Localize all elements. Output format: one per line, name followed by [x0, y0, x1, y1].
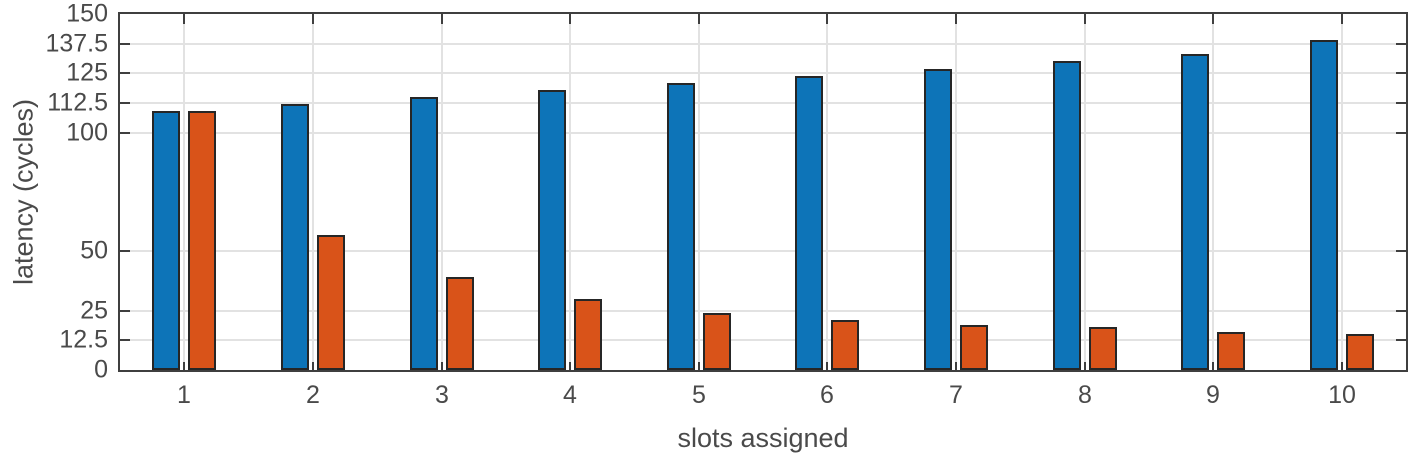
x-tick-label: 7 [949, 381, 963, 409]
x-tick-top [955, 14, 957, 24]
plot-area [118, 12, 1408, 372]
x-gridline [955, 14, 957, 370]
x-tick-top [1341, 14, 1343, 24]
x-tick-label: 9 [1206, 381, 1220, 409]
x-tick-bottom [1084, 362, 1086, 370]
x-axis-label: slots assigned [677, 423, 849, 453]
y-tick-right [1396, 310, 1406, 312]
x-tick-label: 10 [1328, 381, 1356, 409]
x-tick-bottom [955, 362, 957, 370]
x-gridline [826, 14, 828, 370]
x-tick-top [441, 14, 443, 24]
bar-group-6-blue-series [795, 76, 823, 370]
x-gridline [1341, 14, 1343, 370]
y-tick-label: 137.5 [45, 29, 108, 58]
x-tick-label: 6 [820, 381, 834, 409]
y-tick-label: 25 [80, 296, 108, 325]
x-tick-bottom [826, 362, 828, 370]
y-gridline [120, 339, 1406, 341]
y-tick-right [1396, 72, 1406, 74]
bar-group-2-blue-series [281, 104, 309, 370]
x-tick-bottom [441, 362, 443, 370]
y-tick-label: 0 [94, 355, 108, 384]
bar-group-9-blue-series [1181, 54, 1209, 370]
x-tick-bottom [312, 362, 314, 370]
y-gridline [120, 43, 1406, 45]
x-gridline [698, 14, 700, 370]
bar-group-2-orange-series [317, 235, 345, 370]
y-gridline [120, 250, 1406, 252]
x-gridline [312, 14, 314, 370]
bar-group-3-blue-series [410, 97, 438, 370]
x-tick-top [698, 14, 700, 24]
y-tick-label: 112.5 [47, 88, 108, 117]
y-tick-label: 100 [66, 118, 108, 147]
y-gridline [120, 102, 1406, 104]
bar-group-6-orange-series [831, 320, 859, 370]
bar-group-4-orange-series [574, 299, 602, 370]
bar-group-7-orange-series [960, 325, 988, 370]
x-gridline [441, 14, 443, 370]
x-tick-top [1212, 14, 1214, 24]
bar-group-10-orange-series [1346, 334, 1374, 370]
y-tick-label: 125 [66, 58, 108, 87]
bar-group-5-blue-series [667, 83, 695, 370]
y-tick-left [120, 102, 130, 104]
x-tick-label: 8 [1078, 381, 1092, 409]
x-tick-top [312, 14, 314, 24]
x-tick-bottom [698, 362, 700, 370]
x-tick-label: 5 [692, 381, 706, 409]
bar-group-8-blue-series [1053, 61, 1081, 370]
x-tick-label: 3 [435, 381, 449, 409]
y-tick-label: 150 [66, 0, 108, 28]
x-tick-top [1084, 14, 1086, 24]
y-tick-left [120, 310, 130, 312]
y-tick-right [1396, 339, 1406, 341]
y-tick-right [1396, 250, 1406, 252]
x-gridline [183, 14, 185, 370]
x-tick-top [183, 14, 185, 24]
x-tick-label: 2 [306, 381, 320, 409]
x-tick-bottom [1341, 362, 1343, 370]
bar-group-10-blue-series [1310, 40, 1338, 370]
y-gridline [120, 72, 1406, 74]
x-tick-bottom [1212, 362, 1214, 370]
y-tick-left [120, 250, 130, 252]
x-tick-bottom [569, 362, 571, 370]
y-tick-right [1396, 43, 1406, 45]
y-tick-label: 12.5 [59, 325, 108, 354]
y-tick-label: 50 [80, 236, 108, 265]
y-tick-right [1396, 102, 1406, 104]
bar-group-1-orange-series [188, 111, 216, 370]
x-tick-label: 4 [563, 381, 577, 409]
y-tick-right [1396, 132, 1406, 134]
bar-group-3-orange-series [446, 277, 474, 370]
x-gridline [1212, 14, 1214, 370]
bar-group-4-blue-series [538, 90, 566, 370]
x-tick-top [826, 14, 828, 24]
y-gridline [120, 132, 1406, 134]
x-gridline [1084, 14, 1086, 370]
x-tick-top [569, 14, 571, 24]
bar-group-5-orange-series [703, 313, 731, 370]
y-tick-left [120, 72, 130, 74]
x-gridline [569, 14, 571, 370]
bar-group-8-orange-series [1089, 327, 1117, 370]
y-tick-left [120, 43, 130, 45]
y-gridline [120, 310, 1406, 312]
bar-group-7-blue-series [924, 69, 952, 370]
x-tick-label: 1 [177, 381, 191, 409]
y-tick-left [120, 132, 130, 134]
x-tick-bottom [183, 362, 185, 370]
bar-group-9-orange-series [1217, 332, 1245, 370]
y-axis-label: latency (cycles) [8, 98, 39, 286]
bar-group-1-blue-series [152, 111, 180, 370]
y-tick-left [120, 339, 130, 341]
